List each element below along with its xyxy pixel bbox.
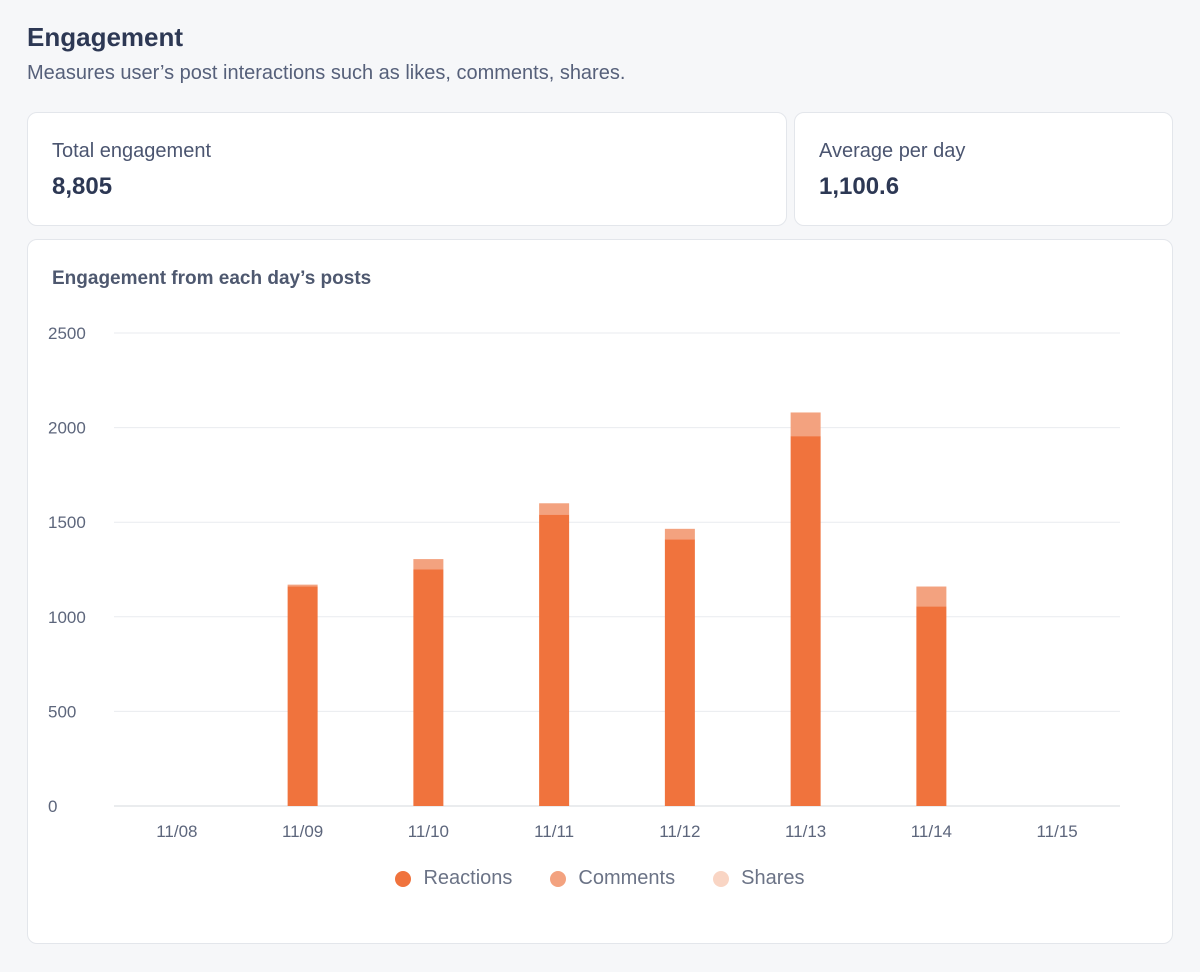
x-tick-label: 11/10	[408, 822, 449, 841]
x-tick-label: 11/14	[911, 822, 952, 841]
total-engagement-value: 8,805	[52, 173, 113, 200]
legend-dot-comments	[550, 870, 567, 887]
bar-comments-11/09[interactable]	[287, 584, 318, 587]
bar-reactions-11/14[interactable]	[916, 606, 947, 806]
y-tick-label: 0	[48, 797, 57, 816]
legend-label-comments: Comments	[578, 867, 676, 889]
legend-item-reactions[interactable]: Reactions	[395, 867, 512, 890]
x-tick-label: 11/15	[1036, 822, 1077, 841]
bar-reactions-11/12[interactable]	[664, 539, 695, 806]
bar-reactions-11/10[interactable]	[413, 569, 444, 807]
legend-label-reactions: Reactions	[423, 867, 513, 889]
bar-comments-11/12[interactable]	[664, 528, 695, 540]
bar-comments-11/14[interactable]	[916, 586, 947, 607]
total-engagement-label: Total engagement	[52, 140, 212, 162]
bar-comments-11/10[interactable]	[413, 559, 444, 570]
bar-reactions-11/11[interactable]	[539, 514, 570, 806]
average-per-day-label: Average per day	[819, 140, 966, 162]
y-tick-label: 1000	[48, 608, 86, 627]
chart-title: Engagement from each day’s posts	[52, 268, 372, 289]
x-tick-label: 11/12	[659, 822, 700, 841]
bar-reactions-11/09[interactable]	[287, 586, 318, 806]
engagement-bar-chart: 0 500 1000 1500 2000 2500 11/08 11/09 11/10 11/11…	[48, 324, 1120, 841]
bar-reactions-11/13[interactable]	[790, 436, 821, 806]
x-tick-label: 11/11	[534, 822, 574, 841]
y-tick-label: 2500	[48, 324, 86, 343]
total-engagement-card: Total engagement 8,805	[27, 112, 787, 226]
x-tick-label: 11/13	[785, 822, 826, 841]
bar-comments-11/11[interactable]	[539, 503, 570, 515]
y-tick-label: 1500	[48, 513, 86, 532]
legend-item-shares[interactable]: Shares	[713, 867, 805, 890]
page-subtitle: Measures user’s post interactions such a…	[27, 62, 626, 84]
bar-comments-11/13[interactable]	[790, 412, 821, 437]
average-per-day-value: 1,100.6	[819, 173, 900, 200]
x-tick-label: 11/09	[282, 822, 323, 841]
x-tick-label: 11/08	[156, 822, 197, 841]
chart-card: Engagement from each day’s posts 0 500 100…	[27, 239, 1173, 944]
chart-legend: Reactions Comments Shares	[28, 867, 1172, 890]
legend-dot-shares	[713, 870, 730, 887]
legend-item-comments[interactable]: Comments	[550, 867, 675, 890]
legend-dot-reactions	[395, 870, 412, 887]
page-title: Engagement	[27, 22, 184, 52]
legend-label-shares: Shares	[741, 867, 805, 889]
average-per-day-card: Average per day 1,100.6	[794, 112, 1173, 226]
y-tick-label: 2000	[48, 419, 86, 438]
y-tick-label: 500	[48, 702, 76, 721]
